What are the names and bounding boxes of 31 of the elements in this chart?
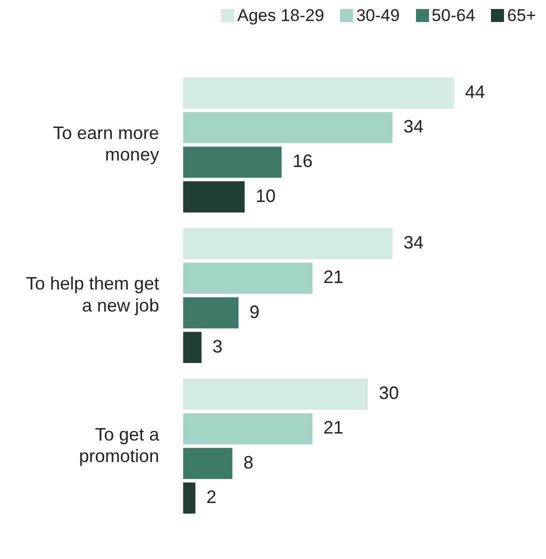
y-tick-label: To earn more money (53, 123, 160, 165)
bar (183, 482, 196, 514)
y-tick-label: To get a promotion (79, 424, 160, 466)
y-tick-label: To help them get a new job (26, 274, 160, 316)
bar (183, 378, 368, 410)
data-label: 30 (378, 383, 399, 404)
data-label: 8 (243, 452, 254, 472)
bar (183, 413, 312, 444)
data-label: 34 (403, 116, 424, 137)
legend-label: 65+ (506, 6, 536, 27)
data-label: 2 (206, 487, 216, 508)
data-label: 21 (323, 267, 344, 288)
data-label: 10 (256, 186, 276, 206)
data-label: 34 (403, 232, 424, 253)
legend-label: 30-49 (355, 6, 400, 27)
bar (183, 448, 232, 480)
data-label: 3 (212, 336, 223, 356)
bar (183, 181, 245, 212)
bar (183, 297, 239, 328)
data-label: 16 (292, 151, 313, 172)
legend-label: 50-64 (430, 6, 476, 27)
bar (183, 228, 392, 260)
bar (183, 262, 312, 294)
bar (183, 332, 202, 364)
legend-label: Ages 18-29 (236, 6, 324, 27)
bar (183, 146, 282, 178)
bar (183, 112, 392, 144)
bar (183, 77, 454, 109)
data-label: 9 (250, 302, 260, 322)
data-label: 21 (323, 418, 344, 438)
data-label: 44 (465, 82, 486, 102)
